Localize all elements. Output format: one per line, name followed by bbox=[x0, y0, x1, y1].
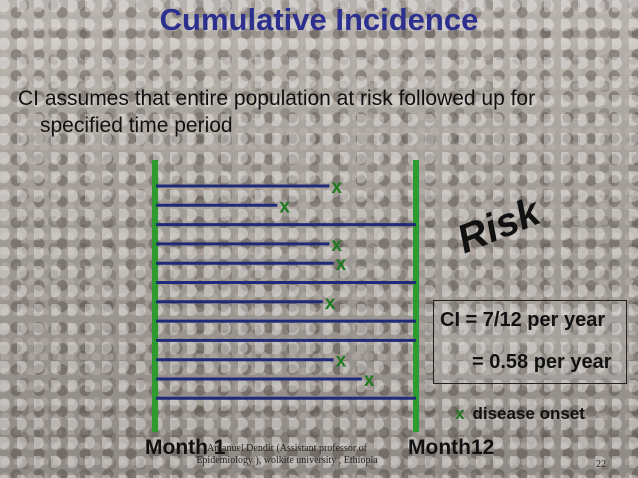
disease-onset-marker: x bbox=[325, 293, 336, 314]
bullet-text: CI assumes that entire population at ris… bbox=[18, 85, 618, 139]
disease-onset-marker: x bbox=[336, 254, 347, 275]
footer-credit: Amanuel Dendir (Assistant professor of E… bbox=[196, 443, 378, 466]
slide-title: Cumulative Incidence bbox=[159, 2, 479, 37]
ci-result: = 0.58 per year bbox=[472, 351, 612, 373]
page-number: 22 bbox=[596, 459, 606, 470]
month-end-label: Month12 bbox=[408, 436, 495, 459]
disease-onset-marker: x bbox=[336, 351, 347, 372]
disease-onset-marker: x bbox=[331, 177, 342, 198]
bullet-line-1: CI assumes that entire population at ris… bbox=[18, 87, 536, 110]
disease-onset-marker: x bbox=[279, 196, 290, 217]
ci-formula-box: CI = 7/12 per year = 0.58 per year bbox=[433, 300, 627, 384]
disease-onset-marker: x bbox=[364, 370, 375, 391]
onset-marker-icon: x bbox=[455, 404, 465, 423]
disease-onset-marker: x bbox=[331, 235, 342, 256]
ci-formula: CI = 7/12 per year bbox=[440, 309, 606, 331]
bullet-line-2: specified time period bbox=[40, 114, 233, 137]
legend-label: disease onset bbox=[472, 404, 585, 423]
legend: x disease onset bbox=[455, 404, 585, 424]
month-start-label: Month 1 bbox=[145, 436, 226, 459]
